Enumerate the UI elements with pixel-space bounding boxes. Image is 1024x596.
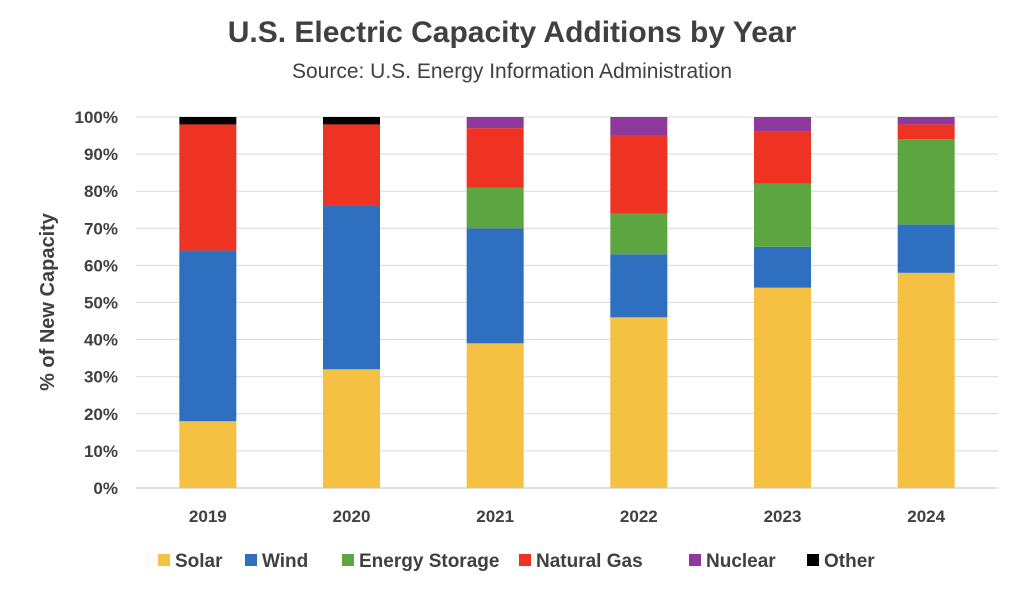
bar-segment-wind — [897, 224, 955, 273]
y-tick-label: 10% — [84, 442, 118, 461]
bar-segment-wind — [179, 250, 237, 422]
legend: Solar Wind Energy Storage Natural Gas Nuclea… — [158, 551, 875, 572]
legend-label: Other — [824, 551, 875, 572]
legend-swatch — [245, 554, 257, 566]
bar-segment-natural-gas — [179, 124, 237, 251]
y-tick-label: 60% — [84, 256, 118, 275]
bar-segment-energy-storage — [897, 139, 955, 225]
bar-segment-solar — [323, 369, 380, 488]
y-tick-label: 70% — [84, 219, 118, 238]
bar-segment-nuclear — [897, 117, 955, 125]
x-axis-ticks: 2019 2020 2021 2022 2023 2024 — [189, 507, 946, 526]
x-tick-label: 2021 — [476, 507, 514, 526]
bar-segment-nuclear — [754, 117, 811, 132]
y-tick-label: 40% — [84, 331, 118, 350]
x-tick-label: 2019 — [189, 507, 227, 526]
gridlines — [136, 116, 998, 489]
bar-segment-natural-gas — [466, 128, 524, 188]
bar-segment-energy-storage — [466, 187, 524, 229]
legend-swatch — [689, 554, 701, 566]
y-tick-label: 0% — [93, 479, 118, 498]
bar-segment-solar — [466, 343, 524, 488]
bar-segment-solar — [610, 317, 668, 488]
chart-title: U.S. Electric Capacity Additions by Year — [227, 16, 797, 49]
bar-segment-natural-gas — [897, 124, 955, 140]
legend-label: Energy Storage — [359, 551, 499, 572]
y-tick-label: 20% — [84, 405, 118, 424]
y-axis-ticks: 0% 10% 20% 30% 40% 50% 60% 70% 80% 90% 100% — [75, 108, 118, 498]
bar-segment-nuclear — [466, 117, 524, 129]
legend-swatch — [807, 554, 819, 566]
chart-subtitle: Source: U.S. Energy Information Administ… — [291, 60, 733, 83]
legend-swatch — [158, 554, 170, 566]
bar-segment-other — [323, 117, 380, 125]
bar-segment-other — [179, 117, 237, 125]
bar-segment-wind — [610, 254, 668, 318]
bar-segment-energy-storage — [754, 183, 811, 247]
bar-segment-wind — [754, 246, 811, 288]
legend-swatch — [342, 554, 354, 566]
legend-label: Solar — [175, 551, 223, 572]
y-tick-label: 80% — [84, 182, 118, 201]
bar-segment-solar — [754, 287, 811, 488]
x-tick-label: 2022 — [620, 507, 658, 526]
x-tick-label: 2024 — [907, 507, 945, 526]
y-tick-label: 100% — [75, 108, 118, 127]
x-tick-label: 2023 — [764, 507, 802, 526]
bar-segment-nuclear — [610, 117, 668, 136]
bar-segment-natural-gas — [610, 135, 668, 214]
legend-swatch — [519, 554, 531, 566]
bar-segment-energy-storage — [610, 213, 668, 255]
bar-segment-wind — [466, 228, 524, 344]
bar-segment-wind — [323, 206, 380, 370]
y-tick-label: 50% — [84, 294, 118, 313]
y-tick-label: 90% — [84, 145, 118, 164]
bar-segment-solar — [897, 272, 955, 488]
bar-segment-natural-gas — [323, 124, 380, 207]
bar-segment-natural-gas — [754, 131, 811, 184]
legend-label: Natural Gas — [536, 551, 643, 572]
y-tick-label: 30% — [84, 368, 118, 387]
bars — [179, 117, 955, 488]
y-axis-label: % of New Capacity — [37, 212, 59, 391]
x-tick-label: 2020 — [333, 507, 371, 526]
legend-label: Nuclear — [706, 551, 776, 572]
legend-label: Wind — [262, 551, 308, 572]
bar-segment-solar — [179, 421, 237, 488]
